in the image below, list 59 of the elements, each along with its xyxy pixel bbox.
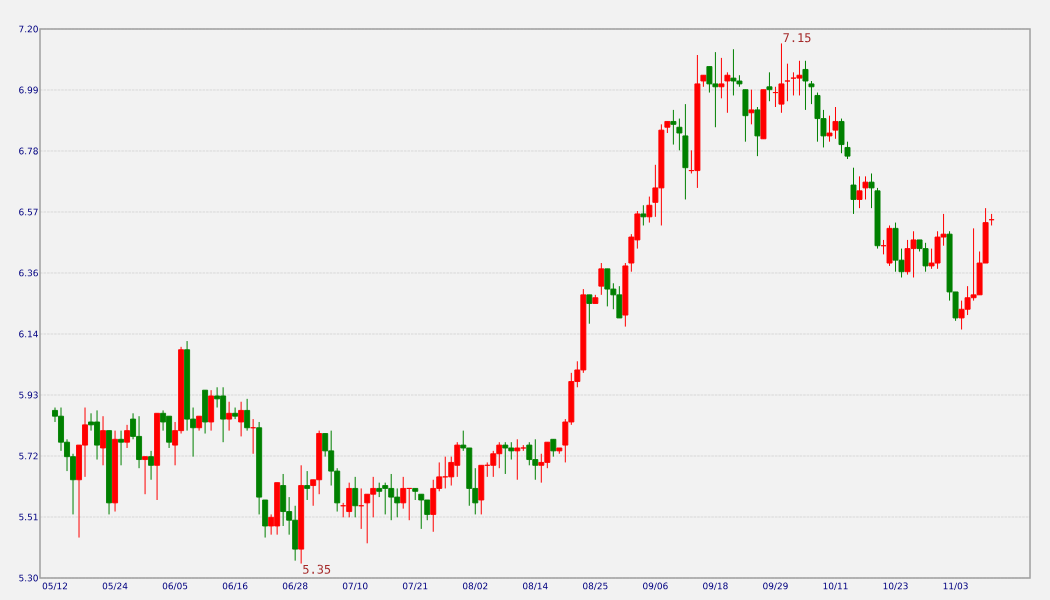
candlestick xyxy=(586,294,593,325)
x-tick-label: 10/23 xyxy=(883,582,908,590)
y-tick-label: 5.51 xyxy=(19,513,38,521)
y-tick-label: 6.14 xyxy=(19,330,38,338)
x-tick-label: 07/10 xyxy=(342,582,368,590)
x-tick-label: 05/12 xyxy=(42,582,68,590)
candlestick xyxy=(808,80,815,105)
candlestick xyxy=(142,456,149,495)
annotation: 5.35 xyxy=(303,564,331,574)
x-tick-label: 06/05 xyxy=(162,582,188,590)
y-tick-label: 6.99 xyxy=(19,86,38,94)
candlestick xyxy=(766,71,773,102)
candlestick xyxy=(100,415,107,466)
y-tick-label: 6.78 xyxy=(19,147,38,155)
x-tick-label: 09/06 xyxy=(643,582,668,590)
y-tick-label: 6.36 xyxy=(19,269,38,277)
candlestick xyxy=(226,401,233,432)
candlestick xyxy=(352,476,359,518)
x-tick-label: 09/29 xyxy=(763,582,788,590)
candlestick xyxy=(724,71,731,114)
x-tick-label: 08/14 xyxy=(522,582,548,590)
x-tick-label: 06/28 xyxy=(282,582,308,590)
candlestick xyxy=(670,109,677,146)
x-tick-label: 06/16 xyxy=(222,582,248,590)
y-tick-label: 5.72 xyxy=(19,452,38,460)
candlestick xyxy=(118,430,125,466)
candlestick xyxy=(826,115,833,143)
annotation: 7.15 xyxy=(783,33,811,43)
x-tick-label: 07/21 xyxy=(402,582,428,590)
candlestick xyxy=(640,204,647,226)
y-tick-label: 6.57 xyxy=(19,208,38,216)
candlestick xyxy=(304,470,311,501)
x-tick-label: 10/11 xyxy=(823,582,848,590)
candlestick xyxy=(748,89,755,125)
y-tick-label: 5.30 xyxy=(19,574,38,582)
candlestick xyxy=(124,424,131,449)
candlestick xyxy=(244,398,251,432)
candlestick xyxy=(598,262,605,296)
candlestick xyxy=(232,407,239,420)
x-tick-label: 09/18 xyxy=(703,582,728,590)
candlestick xyxy=(856,175,863,209)
candlestick xyxy=(868,172,875,209)
candlestick xyxy=(646,196,653,224)
candlestick xyxy=(850,167,857,215)
candlestick xyxy=(238,401,245,437)
x-tick-label: 05/24 xyxy=(102,582,128,590)
x-tick-label: 11/03 xyxy=(943,582,968,590)
y-tick-label: 5.93 xyxy=(19,391,38,399)
x-tick-label: 08/02 xyxy=(462,582,488,590)
candlestick xyxy=(784,63,791,102)
y-tick-label: 7.20 xyxy=(19,25,38,33)
candlestick xyxy=(676,118,683,151)
candlestick xyxy=(802,60,809,111)
candlestick xyxy=(148,450,155,481)
candlestick xyxy=(862,175,869,200)
x-tick-label: 08/25 xyxy=(583,582,608,590)
candlestick xyxy=(838,118,845,154)
candlestick xyxy=(718,57,725,99)
candlestick xyxy=(832,106,839,140)
